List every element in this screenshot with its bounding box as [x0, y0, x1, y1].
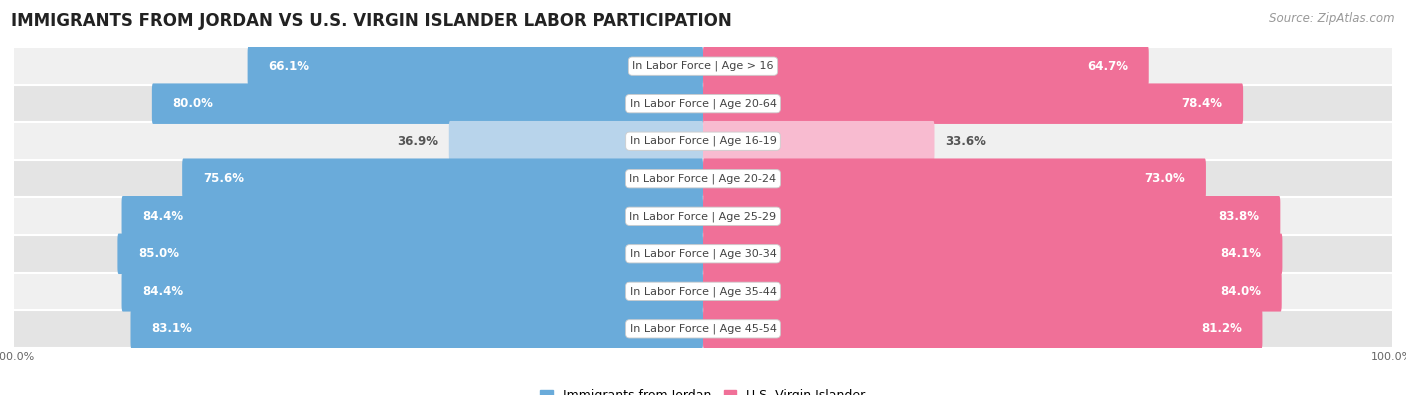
FancyBboxPatch shape — [183, 158, 703, 199]
Text: 84.1%: 84.1% — [1220, 247, 1261, 260]
Text: 81.2%: 81.2% — [1201, 322, 1241, 335]
Text: In Labor Force | Age 20-24: In Labor Force | Age 20-24 — [630, 173, 776, 184]
FancyBboxPatch shape — [703, 83, 1243, 124]
Bar — [14, 85, 1392, 122]
Text: In Labor Force | Age > 16: In Labor Force | Age > 16 — [633, 61, 773, 71]
Bar — [14, 122, 1392, 160]
Bar — [14, 273, 1392, 310]
Legend: Immigrants from Jordan, U.S. Virgin Islander: Immigrants from Jordan, U.S. Virgin Isla… — [536, 384, 870, 395]
Text: 84.4%: 84.4% — [142, 285, 183, 298]
FancyBboxPatch shape — [703, 271, 1282, 312]
Text: 84.0%: 84.0% — [1220, 285, 1261, 298]
Text: In Labor Force | Age 30-34: In Labor Force | Age 30-34 — [630, 248, 776, 259]
Text: In Labor Force | Age 45-54: In Labor Force | Age 45-54 — [630, 324, 776, 334]
Text: In Labor Force | Age 16-19: In Labor Force | Age 16-19 — [630, 136, 776, 147]
FancyBboxPatch shape — [131, 308, 703, 349]
Bar — [14, 235, 1392, 273]
FancyBboxPatch shape — [703, 308, 1263, 349]
Text: 33.6%: 33.6% — [945, 135, 986, 148]
FancyBboxPatch shape — [121, 196, 703, 237]
Text: 75.6%: 75.6% — [202, 172, 243, 185]
Text: 73.0%: 73.0% — [1144, 172, 1185, 185]
FancyBboxPatch shape — [703, 158, 1206, 199]
Text: In Labor Force | Age 25-29: In Labor Force | Age 25-29 — [630, 211, 776, 222]
Text: 66.1%: 66.1% — [269, 60, 309, 73]
Text: 64.7%: 64.7% — [1087, 60, 1128, 73]
Bar — [14, 310, 1392, 348]
Bar — [14, 47, 1392, 85]
FancyBboxPatch shape — [703, 233, 1282, 274]
Text: 83.1%: 83.1% — [152, 322, 193, 335]
Bar — [14, 160, 1392, 198]
Text: In Labor Force | Age 20-64: In Labor Force | Age 20-64 — [630, 98, 776, 109]
FancyBboxPatch shape — [247, 46, 703, 87]
FancyBboxPatch shape — [152, 83, 703, 124]
Text: 85.0%: 85.0% — [138, 247, 179, 260]
Text: Source: ZipAtlas.com: Source: ZipAtlas.com — [1270, 12, 1395, 25]
Text: 78.4%: 78.4% — [1181, 97, 1222, 110]
FancyBboxPatch shape — [449, 121, 703, 162]
Text: IMMIGRANTS FROM JORDAN VS U.S. VIRGIN ISLANDER LABOR PARTICIPATION: IMMIGRANTS FROM JORDAN VS U.S. VIRGIN IS… — [11, 12, 733, 30]
Text: In Labor Force | Age 35-44: In Labor Force | Age 35-44 — [630, 286, 776, 297]
FancyBboxPatch shape — [121, 271, 703, 312]
FancyBboxPatch shape — [703, 196, 1281, 237]
FancyBboxPatch shape — [117, 233, 703, 274]
Bar — [14, 198, 1392, 235]
Text: 80.0%: 80.0% — [173, 97, 214, 110]
FancyBboxPatch shape — [703, 121, 935, 162]
Text: 36.9%: 36.9% — [398, 135, 439, 148]
Text: 84.4%: 84.4% — [142, 210, 183, 223]
Text: 83.8%: 83.8% — [1219, 210, 1260, 223]
FancyBboxPatch shape — [703, 46, 1149, 87]
